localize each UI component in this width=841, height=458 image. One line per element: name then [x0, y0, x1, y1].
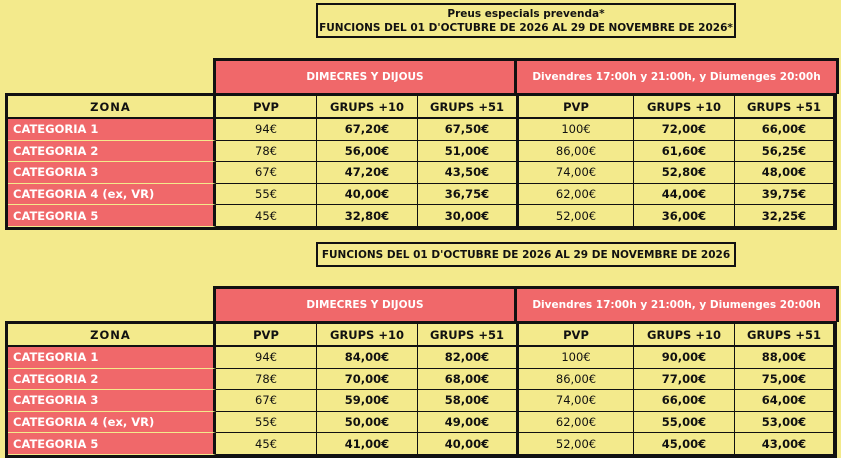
- price-cell: 52,00€: [519, 205, 634, 227]
- column-header: PVP: [216, 324, 317, 347]
- category-label: CATEGORIA 1: [8, 119, 216, 141]
- price-cell: 55,00€: [634, 411, 735, 434]
- price-cell: 55€: [216, 411, 317, 434]
- category-label: CATEGORIA 5: [8, 205, 216, 227]
- column-header: GRUPS +10: [634, 324, 735, 347]
- price-cell: 67,20€: [317, 119, 418, 141]
- price-cell: 47,20€: [317, 162, 418, 184]
- price-cell: 82,00€: [418, 347, 519, 369]
- price-cell: 66,00€: [735, 119, 834, 141]
- price-cell: 58,00€: [418, 390, 519, 412]
- price-cell: 56,00€: [317, 140, 418, 163]
- category-label: CATEGORIA 2: [8, 140, 216, 163]
- price-cell: 50,00€: [317, 411, 418, 434]
- price-cell: 55€: [216, 183, 317, 206]
- price-cell: 72,00€: [634, 119, 735, 141]
- price-cell: 32,25€: [735, 205, 834, 227]
- price-cell: 43,50€: [418, 162, 519, 184]
- price-cell: 45€: [216, 205, 317, 227]
- price-cell: 100€: [519, 119, 634, 141]
- price-cell: 94€: [216, 119, 317, 141]
- price-cell: 86,00€: [519, 140, 634, 163]
- price-cell: 51,00€: [418, 140, 519, 163]
- price-cell: 78€: [216, 368, 317, 391]
- column-header: ZONA: [8, 324, 216, 347]
- price-cell: 36,75€: [418, 183, 519, 206]
- price-cell: 52,80€: [634, 162, 735, 184]
- price-cell: 90,00€: [634, 347, 735, 369]
- price-cell: 100€: [519, 347, 634, 369]
- price-cell: 62,00€: [519, 411, 634, 434]
- price-cell: 40,00€: [418, 433, 519, 455]
- title-line: FUNCIONS DEL 01 D'OCTUBRE DE 2026 AL 29 …: [319, 21, 733, 34]
- column-header: PVP: [216, 96, 317, 119]
- price-cell: 74,00€: [519, 162, 634, 184]
- price-cell: 62,00€: [519, 183, 634, 206]
- group-label: DIMECRES Y DIJOUS: [216, 61, 517, 94]
- price-cell: 64,00€: [735, 390, 834, 412]
- category-label: CATEGORIA 5: [8, 433, 216, 455]
- price-cell: 45,00€: [634, 433, 735, 455]
- column-header: GRUPS +51: [418, 324, 519, 347]
- group-label: Divendres 17:00h y 21:00h, y Diumenges 2…: [532, 71, 821, 83]
- price-table: ZONA PVP GRUPS +10 GRUPS +51 PVP GRUPS +10 GRU…: [5, 321, 837, 458]
- price-cell: 48,00€: [735, 162, 834, 184]
- group-label: DIMECRES Y DIJOUS: [216, 289, 517, 322]
- price-cell: 30,00€: [418, 205, 519, 227]
- price-cell: 45€: [216, 433, 317, 455]
- price-cell: 43,00€: [735, 433, 834, 455]
- price-cell: 74,00€: [519, 390, 634, 412]
- column-header: GRUPS +10: [317, 324, 418, 347]
- column-header: GRUPS +51: [735, 96, 834, 119]
- price-cell: 56,25€: [735, 140, 834, 163]
- price-cell: 77,00€: [634, 368, 735, 391]
- title-line: FUNCIONS DEL 01 D'OCTUBRE DE 2026 AL 29 …: [321, 248, 731, 261]
- price-cell: 66,00€: [634, 390, 735, 412]
- price-cell: 39,75€: [735, 183, 834, 206]
- price-cell: 44,00€: [634, 183, 735, 206]
- category-label: CATEGORIA 4 (ex, VR): [8, 183, 216, 206]
- price-cell: 32,80€: [317, 205, 418, 227]
- column-header: PVP: [519, 96, 634, 119]
- category-label: CATEGORIA 3: [8, 162, 216, 184]
- price-cell: 40,00€: [317, 183, 418, 206]
- price-cell: 86,00€: [519, 368, 634, 391]
- title-line: Preus especials prevenda*: [447, 7, 605, 20]
- table-title: Preus especials prevenda* FUNCIONS DEL 01…: [316, 3, 736, 38]
- price-cell: 68,00€: [418, 368, 519, 391]
- day-group-header: DIMECRES Y DIJOUS Divendres 17:00h y 21:0…: [213, 58, 839, 94]
- price-cell: 70,00€: [317, 368, 418, 391]
- price-cell: 75,00€: [735, 368, 834, 391]
- category-label: CATEGORIA 1: [8, 347, 216, 369]
- table-title: FUNCIONS DEL 01 D'OCTUBRE DE 2026 AL 29 …: [316, 242, 736, 267]
- column-header: GRUPS +51: [418, 96, 519, 119]
- group-label: Divendres 17:00h y 21:00h, y Diumenges 2…: [532, 299, 821, 311]
- price-cell: 36,00€: [634, 205, 735, 227]
- price-cell: 53,00€: [735, 411, 834, 434]
- price-table: ZONA PVP GRUPS +10 GRUPS +51 PVP GRUPS +10 GRU…: [5, 93, 837, 230]
- category-label: CATEGORIA 2: [8, 368, 216, 391]
- price-cell: 88,00€: [735, 347, 834, 369]
- price-cell: 84,00€: [317, 347, 418, 369]
- column-header: PVP: [519, 324, 634, 347]
- price-cell: 61,60€: [634, 140, 735, 163]
- price-cell: 59,00€: [317, 390, 418, 412]
- category-label: CATEGORIA 3: [8, 390, 216, 412]
- price-cell: 67€: [216, 162, 317, 184]
- category-label: CATEGORIA 4 (ex, VR): [8, 411, 216, 434]
- column-header: ZONA: [8, 96, 216, 119]
- column-header: GRUPS +10: [317, 96, 418, 119]
- price-cell: 67,50€: [418, 119, 519, 141]
- column-header: GRUPS +51: [735, 324, 834, 347]
- price-cell: 49,00€: [418, 411, 519, 434]
- price-cell: 52,00€: [519, 433, 634, 455]
- price-cell: 67€: [216, 390, 317, 412]
- price-cell: 94€: [216, 347, 317, 369]
- column-header: GRUPS +10: [634, 96, 735, 119]
- price-cell: 78€: [216, 140, 317, 163]
- day-group-header: DIMECRES Y DIJOUS Divendres 17:00h y 21:0…: [213, 286, 839, 322]
- price-cell: 41,00€: [317, 433, 418, 455]
